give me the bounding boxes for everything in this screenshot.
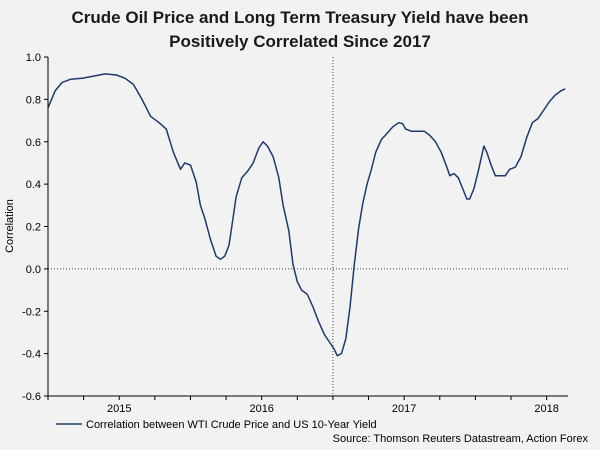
legend: Correlation between WTI Crude Price and … (56, 419, 377, 431)
x-tick-label: 2015 (107, 403, 131, 415)
plot-area (47, 57, 568, 397)
correlation-series-line (47, 73, 566, 357)
y-tick-label: 0.2 (26, 222, 41, 234)
y-tick-label: -0.4 (22, 349, 41, 361)
plot-background (48, 57, 568, 396)
y-tick-label: -0.6 (22, 391, 41, 403)
legend-label: Correlation between WTI Crude Price and … (86, 419, 377, 431)
y-tick-label: 0.0 (26, 264, 41, 276)
y-tick-label: 1.0 (26, 52, 41, 64)
y-tick-label: 0.8 (26, 94, 41, 106)
y-ticks: 1.0 0.8 0.6 0.4 0.2 0.0 -0.2 -0.4 -0.6 (22, 52, 48, 403)
y-tick-label: 0.6 (26, 137, 41, 149)
chart-title-line-1: Crude Oil Price and Long Term Treasury Y… (71, 8, 529, 27)
x-ticks: 2015 2016 2017 2018 (47, 396, 559, 415)
x-tick-label: 2017 (392, 403, 416, 415)
x-tick-label: 2016 (249, 403, 273, 415)
chart-title: Crude Oil Price and Long Term Treasury Y… (0, 6, 600, 54)
y-axis-label: Correlation (4, 199, 16, 253)
source-note: Source: Thomson Reuters Datastream, Acti… (332, 433, 588, 445)
chart-title-line-2: Positively Correlated Since 2017 (169, 32, 431, 51)
y-tick-label: 0.4 (26, 179, 41, 191)
y-tick-label: -0.2 (22, 306, 41, 318)
x-tick-label: 2018 (534, 403, 558, 415)
